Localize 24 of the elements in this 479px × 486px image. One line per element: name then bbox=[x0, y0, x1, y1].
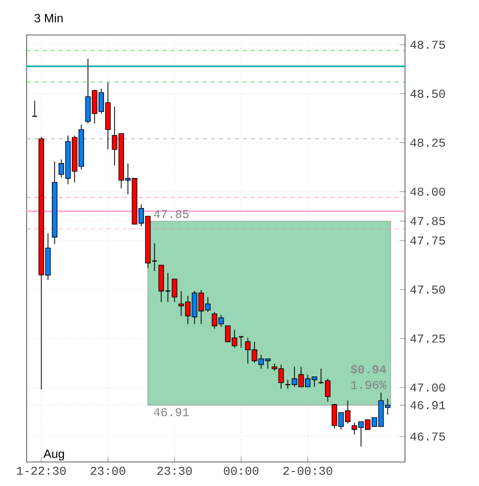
x-tick-label: 23:00 bbox=[90, 466, 126, 475]
candlestick bbox=[32, 100, 38, 117]
annotation: 47.85 bbox=[154, 210, 189, 218]
y-tick-label: 46.91 bbox=[410, 401, 446, 410]
y-tick-label: 47.25 bbox=[410, 334, 445, 343]
x-tick-label: 23:30 bbox=[157, 466, 192, 475]
candlestick bbox=[238, 335, 244, 348]
y-tick-label: 47.00 bbox=[410, 383, 445, 392]
annotation: Aug bbox=[43, 450, 64, 460]
annotation: $0.94 bbox=[350, 364, 386, 374]
y-tick-label: 47.50 bbox=[410, 286, 445, 294]
y-tick-label: 48.50 bbox=[410, 90, 445, 98]
x-tick-label: 1-22:30 bbox=[16, 466, 66, 475]
annotation: 1.96% bbox=[351, 380, 386, 389]
y-tick-label: 48.25 bbox=[410, 138, 445, 147]
y-tick-label: 48.75 bbox=[410, 40, 445, 49]
x-tick-label: 2-00:30 bbox=[283, 466, 332, 475]
x-tick-label: 00:00 bbox=[224, 466, 258, 475]
y-tick-label: 47.85 bbox=[410, 217, 445, 226]
y-tick-label: 48.00 bbox=[410, 188, 445, 196]
y-tick-label: 47.75 bbox=[410, 236, 445, 245]
y-tick-label: 46.75 bbox=[410, 432, 445, 441]
annotation: 46.91 bbox=[154, 408, 189, 416]
chart-title: 3 Min bbox=[34, 14, 63, 22]
